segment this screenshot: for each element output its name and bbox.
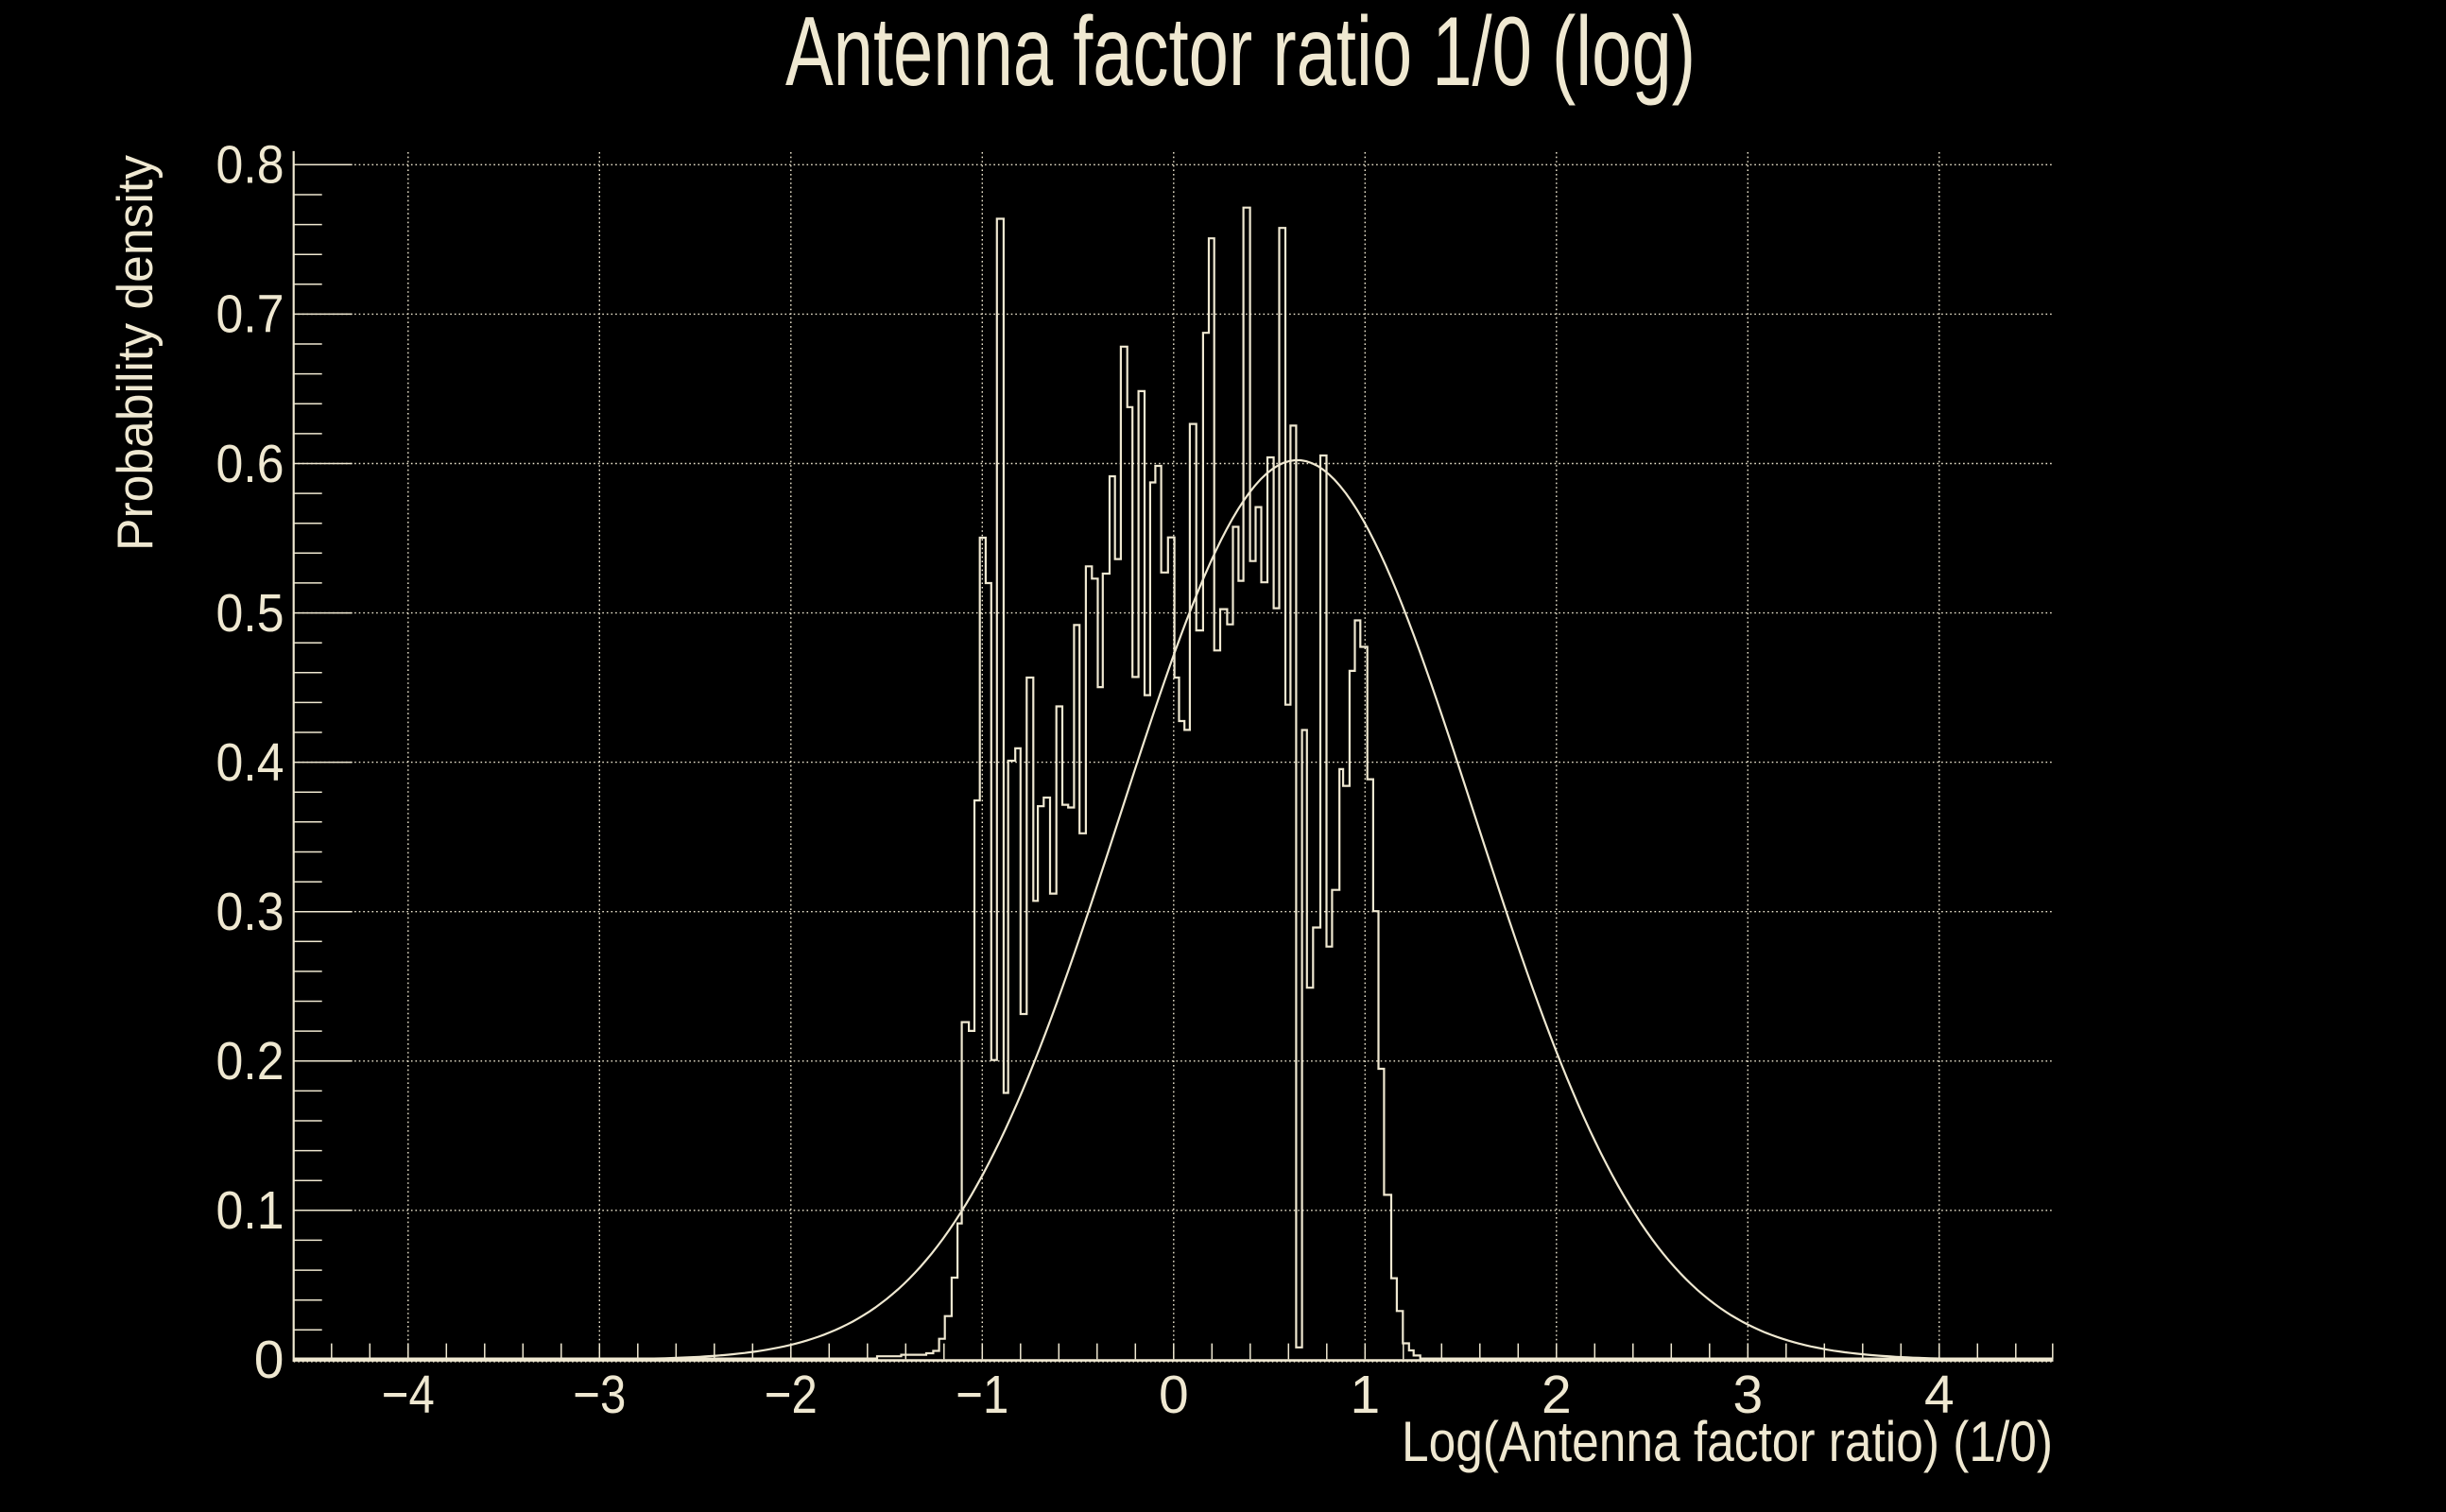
svg-text:Probability density: Probability density — [108, 155, 164, 551]
svg-text:0.7: 0.7 — [216, 284, 284, 345]
svg-text:1: 1 — [1350, 1365, 1380, 1425]
svg-text:0.8: 0.8 — [216, 135, 284, 196]
svg-text:Antenna factor ratio 1/0 (log): Antenna factor ratio 1/0 (log) — [785, 0, 1696, 107]
svg-text:0.1: 0.1 — [216, 1180, 284, 1241]
svg-text:Log(Antenna factor ratio) (1/0: Log(Antenna factor ratio) (1/0) — [1402, 1410, 2053, 1473]
svg-text:0.2: 0.2 — [216, 1031, 284, 1091]
svg-text:0.6: 0.6 — [216, 434, 284, 494]
svg-text:−2: −2 — [765, 1365, 818, 1425]
svg-text:−3: −3 — [573, 1365, 626, 1425]
svg-text:−1: −1 — [956, 1365, 1008, 1425]
svg-text:2: 2 — [1542, 1365, 1572, 1425]
svg-text:0.3: 0.3 — [216, 882, 284, 942]
svg-text:−4: −4 — [382, 1365, 435, 1425]
svg-text:3: 3 — [1732, 1365, 1763, 1425]
svg-text:4: 4 — [1924, 1365, 1955, 1425]
svg-text:0: 0 — [254, 1330, 284, 1390]
svg-text:0.5: 0.5 — [216, 583, 284, 644]
svg-text:0: 0 — [1159, 1365, 1189, 1425]
svg-text:0.4: 0.4 — [216, 732, 284, 793]
